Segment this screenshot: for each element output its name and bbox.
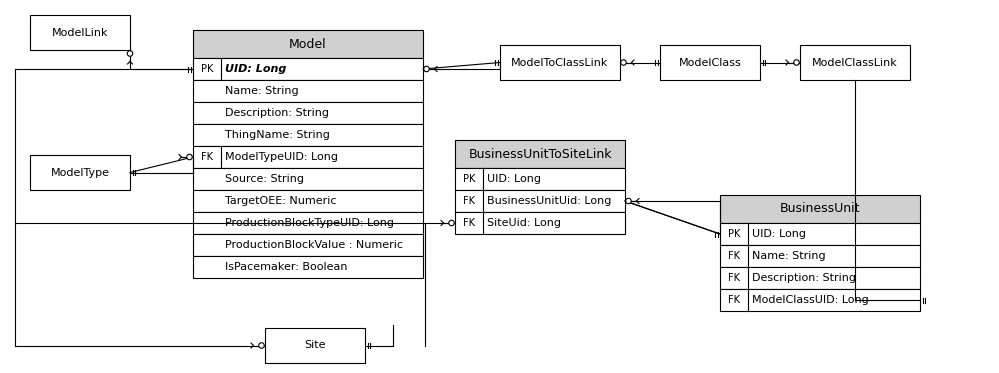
FancyBboxPatch shape (800, 45, 910, 80)
Text: ThingName: String: ThingName: String (225, 130, 330, 140)
FancyBboxPatch shape (193, 102, 423, 124)
Circle shape (259, 343, 265, 348)
Text: UID: Long: UID: Long (487, 174, 541, 184)
Circle shape (187, 154, 192, 160)
FancyBboxPatch shape (193, 212, 423, 234)
FancyBboxPatch shape (720, 245, 920, 267)
FancyBboxPatch shape (720, 289, 920, 311)
Text: ModelClassUID: Long: ModelClassUID: Long (752, 295, 869, 305)
Circle shape (449, 220, 455, 226)
Text: IsPacemaker: Boolean: IsPacemaker: Boolean (225, 262, 348, 272)
Text: PK: PK (728, 229, 740, 239)
Text: FK: FK (463, 196, 475, 206)
Text: Site: Site (305, 341, 326, 351)
Circle shape (625, 198, 631, 204)
Text: ModelTypeUID: Long: ModelTypeUID: Long (225, 152, 338, 162)
FancyBboxPatch shape (193, 168, 423, 190)
Text: Description: String: Description: String (752, 273, 856, 283)
Text: TargetOEE: Numeric: TargetOEE: Numeric (225, 196, 337, 206)
Text: ModelToClassLink: ModelToClassLink (511, 57, 608, 68)
FancyBboxPatch shape (193, 190, 423, 212)
Text: ProductionBlockValue : Numeric: ProductionBlockValue : Numeric (225, 240, 403, 250)
Text: ModelClass: ModelClass (678, 57, 741, 68)
FancyBboxPatch shape (720, 223, 920, 245)
Text: BusinessUnitToSiteLink: BusinessUnitToSiteLink (469, 147, 611, 160)
FancyBboxPatch shape (30, 155, 130, 190)
Text: Description: String: Description: String (225, 108, 329, 118)
Text: PK: PK (201, 64, 213, 74)
FancyBboxPatch shape (193, 124, 423, 146)
FancyBboxPatch shape (193, 80, 423, 102)
FancyBboxPatch shape (265, 328, 365, 363)
Text: SiteUid: Long: SiteUid: Long (487, 218, 561, 228)
FancyBboxPatch shape (193, 256, 423, 278)
FancyBboxPatch shape (193, 30, 423, 58)
Circle shape (127, 51, 133, 56)
FancyBboxPatch shape (720, 195, 920, 223)
FancyBboxPatch shape (455, 168, 625, 190)
FancyBboxPatch shape (455, 190, 625, 212)
FancyBboxPatch shape (720, 267, 920, 289)
Text: Name: String: Name: String (225, 86, 299, 96)
Circle shape (424, 66, 430, 72)
Circle shape (794, 60, 799, 65)
FancyBboxPatch shape (660, 45, 760, 80)
FancyBboxPatch shape (455, 212, 625, 234)
FancyBboxPatch shape (193, 234, 423, 256)
Text: FK: FK (728, 273, 740, 283)
Text: ModelType: ModelType (51, 167, 110, 178)
Text: FK: FK (201, 152, 213, 162)
FancyBboxPatch shape (30, 15, 130, 50)
Text: UID: Long: UID: Long (225, 64, 287, 74)
Text: Name: String: Name: String (752, 251, 825, 261)
FancyBboxPatch shape (193, 58, 423, 80)
Text: BusinessUnitUid: Long: BusinessUnitUid: Long (487, 196, 611, 206)
FancyBboxPatch shape (500, 45, 620, 80)
Text: PK: PK (463, 174, 476, 184)
Text: ModelClassLink: ModelClassLink (812, 57, 898, 68)
Circle shape (620, 60, 626, 65)
Text: FK: FK (728, 295, 740, 305)
FancyBboxPatch shape (193, 146, 423, 168)
Text: FK: FK (463, 218, 475, 228)
Text: ProductionBlockTypeUID: Long: ProductionBlockTypeUID: Long (225, 218, 394, 228)
Text: Source: String: Source: String (225, 174, 304, 184)
FancyBboxPatch shape (455, 140, 625, 168)
Text: UID: Long: UID: Long (752, 229, 806, 239)
Text: FK: FK (728, 251, 740, 261)
Text: BusinessUnit: BusinessUnit (780, 203, 860, 216)
Text: Model: Model (289, 38, 327, 50)
Text: ModelLink: ModelLink (52, 28, 108, 38)
